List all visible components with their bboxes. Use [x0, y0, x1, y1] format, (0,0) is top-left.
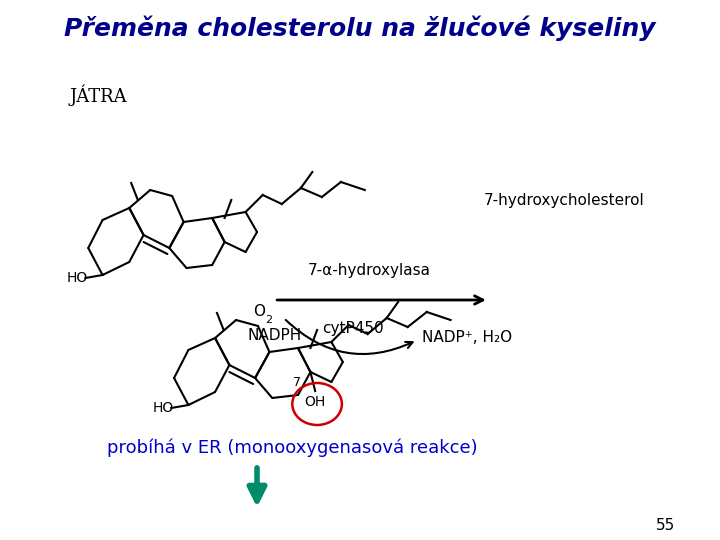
Text: NADPH: NADPH	[248, 327, 302, 342]
Text: NADP⁺, H₂O: NADP⁺, H₂O	[422, 330, 512, 346]
Text: 7-hydroxycholesterol: 7-hydroxycholesterol	[484, 192, 644, 207]
Text: OH: OH	[305, 395, 326, 409]
Text: cytP450: cytP450	[322, 321, 384, 335]
Text: O: O	[253, 305, 265, 320]
Text: HO: HO	[152, 401, 174, 415]
Text: Přeměna cholesterolu na žlučové kyseliny: Přeměna cholesterolu na žlučové kyseliny	[64, 15, 656, 40]
Text: 7: 7	[293, 375, 301, 388]
Text: 2: 2	[265, 315, 271, 325]
Text: JÁTRA: JÁTRA	[69, 84, 127, 106]
Text: HO: HO	[66, 271, 88, 285]
Text: probíhá v ER (monooxygenasová reakce): probíhá v ER (monooxygenasová reakce)	[107, 438, 478, 457]
Text: 55: 55	[655, 517, 675, 532]
Text: 7-α-hydroxylasa: 7-α-hydroxylasa	[308, 263, 431, 278]
FancyArrowPatch shape	[286, 320, 413, 354]
